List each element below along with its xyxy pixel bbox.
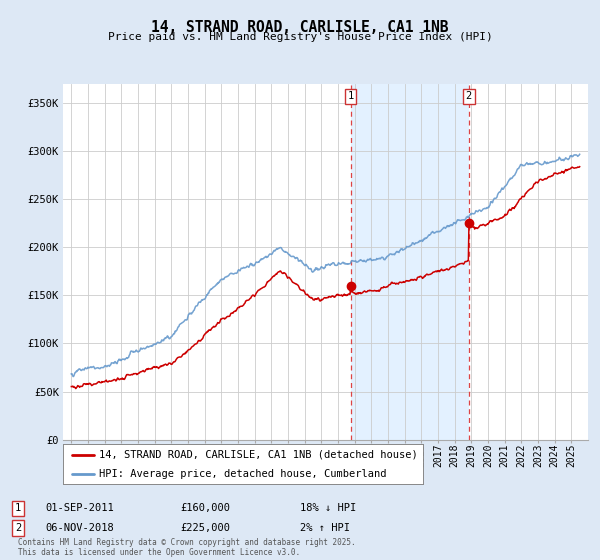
Text: 1: 1 bbox=[15, 503, 21, 514]
Text: 14, STRAND ROAD, CARLISLE, CA1 1NB (detached house): 14, STRAND ROAD, CARLISLE, CA1 1NB (deta… bbox=[99, 450, 418, 460]
Text: 2% ↑ HPI: 2% ↑ HPI bbox=[300, 523, 350, 533]
Text: 01-SEP-2011: 01-SEP-2011 bbox=[45, 503, 114, 514]
Text: 06-NOV-2018: 06-NOV-2018 bbox=[45, 523, 114, 533]
Text: 2: 2 bbox=[15, 523, 21, 533]
Text: £160,000: £160,000 bbox=[180, 503, 230, 514]
Text: 2: 2 bbox=[466, 91, 472, 101]
Text: £225,000: £225,000 bbox=[180, 523, 230, 533]
Text: 1: 1 bbox=[347, 91, 353, 101]
Bar bbox=[350, 84, 469, 440]
Text: Contains HM Land Registry data © Crown copyright and database right 2025.
This d: Contains HM Land Registry data © Crown c… bbox=[18, 538, 356, 557]
Text: 18% ↓ HPI: 18% ↓ HPI bbox=[300, 503, 356, 514]
Text: 14, STRAND ROAD, CARLISLE, CA1 1NB: 14, STRAND ROAD, CARLISLE, CA1 1NB bbox=[151, 20, 449, 35]
Text: Price paid vs. HM Land Registry's House Price Index (HPI): Price paid vs. HM Land Registry's House … bbox=[107, 32, 493, 43]
Text: HPI: Average price, detached house, Cumberland: HPI: Average price, detached house, Cumb… bbox=[99, 469, 386, 478]
